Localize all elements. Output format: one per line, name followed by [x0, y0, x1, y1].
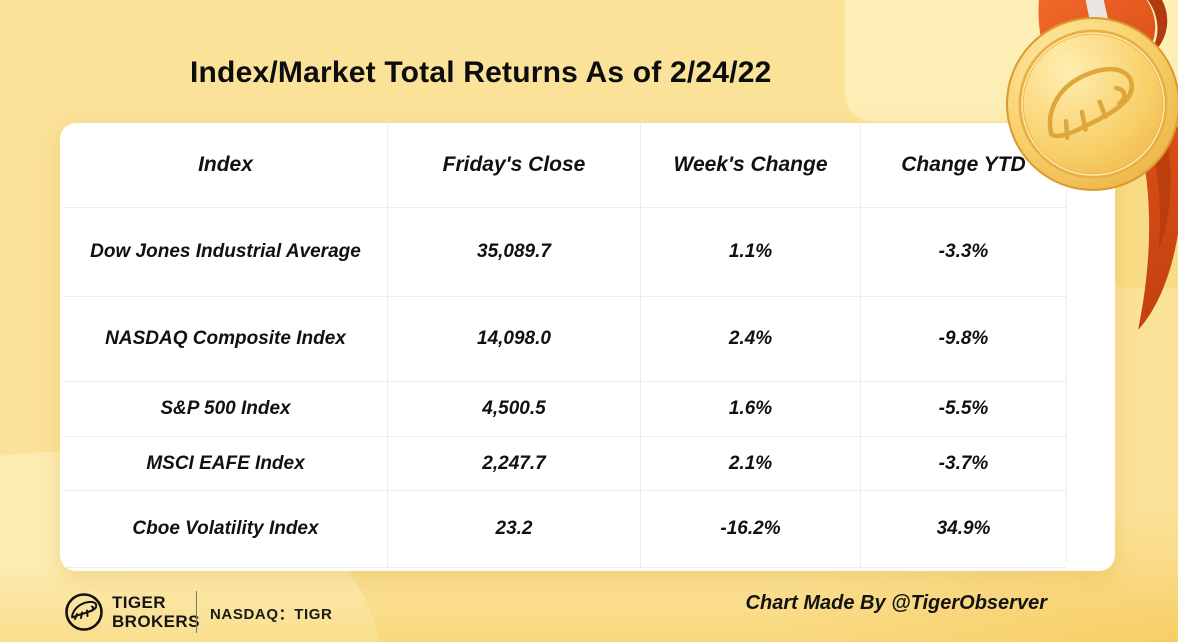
brand-line1: TIGER	[112, 593, 166, 612]
index-cell: Dow Jones Industrial Average	[90, 241, 361, 262]
close-cell: 23.2	[387, 491, 640, 567]
close-cell: 14,098.0	[387, 297, 640, 381]
close-cell: 2,247.7	[387, 437, 640, 490]
credit-text: Chart Made By @TigerObserver	[745, 592, 1047, 614]
header-weeks-change: Week's Change	[640, 123, 860, 207]
ytd-cell: -3.3%	[860, 208, 1066, 296]
brand-name: TIGER BROKERS	[112, 593, 200, 631]
ytd-cell: 34.9%	[860, 491, 1066, 567]
table-row: S&P 500 Index 4,500.5 1.6% -5.5%	[64, 382, 1066, 437]
ribbon-roll	[1146, 0, 1168, 56]
ytd-cell: -5.5%	[860, 382, 1066, 436]
brand-line2: BROKERS	[112, 612, 200, 631]
index-cell: NASDAQ Composite Index	[105, 328, 346, 349]
index-cell: Cboe Volatility Index	[132, 518, 319, 539]
medal-coin	[1006, 17, 1178, 191]
table-row: Cboe Volatility Index 23.2 -16.2% 34.9%	[64, 491, 1066, 568]
week-cell: 2.4%	[640, 297, 860, 381]
medal-graphic	[1006, 0, 1178, 330]
header-index: Index	[198, 153, 253, 176]
coin-ring-highlight	[1021, 32, 1165, 176]
index-cell: S&P 500 Index	[160, 398, 291, 419]
table-card: Index Friday's Close Week's Change Chang…	[60, 123, 1115, 571]
table-row: Dow Jones Industrial Average 35,089.7 1.1%…	[64, 208, 1066, 297]
table-row: NASDAQ Composite Index 14,098.0 2.4% -9.8%	[64, 297, 1066, 382]
ticker-label: NASDAQ：TIGR	[210, 606, 333, 623]
close-cell: 4,500.5	[387, 382, 640, 436]
paw-emblem-icon	[1047, 66, 1135, 140]
header-fridays-close: Friday's Close	[387, 123, 640, 207]
week-cell: 1.6%	[640, 382, 860, 436]
table-right-border	[1066, 123, 1067, 562]
footer-divider	[196, 591, 197, 633]
table-row: MSCI EAFE Index 2,247.7 2.1% -3.7%	[64, 437, 1066, 491]
header-change-ytd: Change YTD	[860, 123, 1066, 207]
week-cell: -16.2%	[640, 491, 860, 567]
tiger-brokers-logo-icon	[65, 593, 103, 631]
week-cell: 1.1%	[640, 208, 860, 296]
index-cell: MSCI EAFE Index	[146, 452, 305, 474]
returns-table: Index Friday's Close Week's Change Chang…	[64, 123, 1067, 568]
ytd-cell: -3.7%	[860, 437, 1066, 490]
table-header-row: Index Friday's Close Week's Change Chang…	[64, 123, 1066, 208]
close-cell: 35,089.7	[387, 208, 640, 296]
page-title: Index/Market Total Returns As of 2/24/22	[190, 56, 772, 89]
week-cell: 2.1%	[640, 437, 860, 490]
ytd-cell: -9.8%	[860, 297, 1066, 381]
coin-ring-outer	[1018, 29, 1168, 179]
